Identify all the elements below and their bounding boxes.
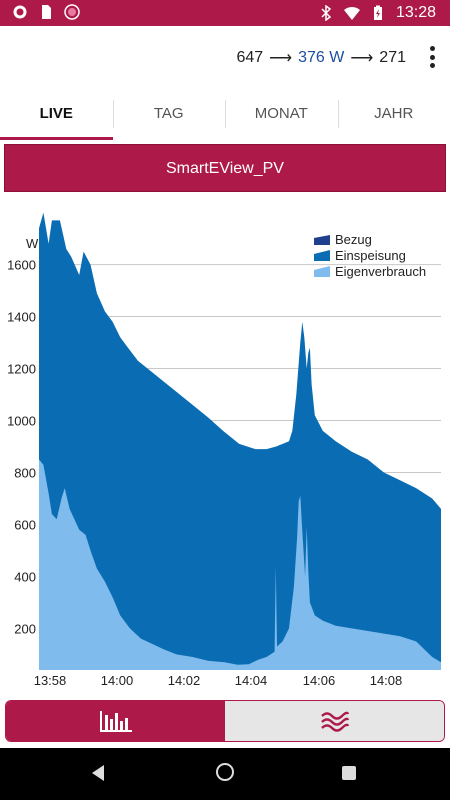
tab-live[interactable]: LIVE bbox=[0, 92, 113, 140]
record-icon bbox=[64, 4, 80, 20]
einspeisung-area bbox=[39, 212, 441, 670]
y-axis-unit: W bbox=[26, 236, 39, 251]
legend: Bezug Einspeisung Eigenverbrauch bbox=[314, 232, 426, 279]
y-tick-label: 1200 bbox=[7, 362, 36, 377]
legend-label-einspeisung: Einspeisung bbox=[335, 248, 406, 263]
x-tick-label: 14:04 bbox=[235, 673, 268, 688]
clock: 13:28 bbox=[395, 4, 436, 21]
header: 647 ⟶ 376 W ⟶ 271 bbox=[0, 26, 450, 88]
bar-chart-view-button[interactable] bbox=[6, 701, 225, 741]
tab-jahr[interactable]: JAHR bbox=[337, 92, 450, 140]
tab-monat[interactable]: MONAT bbox=[225, 92, 338, 140]
arrow-icon: ⟶ bbox=[269, 50, 293, 67]
x-tick-label: 14:08 bbox=[370, 673, 403, 688]
view-toggle bbox=[5, 700, 445, 742]
legend-swatch-eigenverbrauch bbox=[314, 266, 330, 277]
x-tick-label: 14:02 bbox=[168, 673, 201, 688]
x-tick-label: 14:00 bbox=[101, 673, 134, 688]
legend-label-bezug: Bezug bbox=[335, 232, 372, 247]
battery-charging-icon bbox=[373, 5, 382, 20]
x-tick-label: 14:06 bbox=[303, 673, 336, 688]
tab-bar: LIVE TAG MONAT JAHR bbox=[0, 92, 450, 140]
navigation-bar bbox=[0, 748, 450, 800]
tab-tag[interactable]: TAG bbox=[112, 92, 226, 140]
arrow-icon: ⟶ bbox=[350, 50, 374, 67]
wave-icon bbox=[320, 711, 349, 732]
eigenverbrauch-area bbox=[39, 459, 441, 670]
overflow-menu-icon[interactable] bbox=[428, 46, 436, 68]
power-value-current: 376 W bbox=[298, 49, 345, 66]
power-value-left: 647 bbox=[236, 49, 264, 66]
sd-card-icon bbox=[42, 5, 51, 19]
device-selector-button[interactable]: SmartEView_PV bbox=[4, 144, 446, 192]
legend-swatch-bezug bbox=[314, 235, 330, 245]
y-tick-label: 1600 bbox=[7, 258, 36, 273]
y-tick-label: 1400 bbox=[7, 310, 36, 325]
legend-label-eigenverbrauch: Eigenverbrauch bbox=[335, 264, 426, 279]
y-tick-label: 600 bbox=[14, 517, 36, 532]
recent-apps-icon[interactable] bbox=[342, 766, 356, 780]
bluetooth-icon bbox=[321, 5, 332, 21]
home-icon[interactable] bbox=[216, 763, 234, 781]
y-tick-label: 1000 bbox=[7, 414, 36, 429]
x-tick-label: 13:58 bbox=[34, 673, 67, 688]
back-icon[interactable] bbox=[92, 765, 104, 781]
power-value-right: 271 bbox=[379, 49, 406, 66]
y-tick-label: 400 bbox=[14, 569, 36, 584]
chart-area[interactable]: 200 400 600 800 1000 1200 1400 1600 13:58 14:00 1… bbox=[0, 200, 450, 695]
gear-icon bbox=[13, 5, 27, 19]
power-chart[interactable]: 200 400 600 800 1000 1200 1400 1600 13:58 14:00 1… bbox=[0, 200, 450, 695]
bar-chart-icon bbox=[99, 711, 132, 732]
wave-view-button[interactable] bbox=[225, 701, 444, 741]
legend-swatch-einspeisung bbox=[314, 250, 330, 261]
wifi-icon bbox=[343, 6, 360, 20]
y-tick-label: 800 bbox=[14, 465, 36, 480]
power-flow: 647 ⟶ 376 W ⟶ 271 bbox=[236, 48, 406, 68]
y-tick-label: 200 bbox=[14, 621, 36, 636]
status-bar: 13:28 bbox=[0, 0, 450, 26]
